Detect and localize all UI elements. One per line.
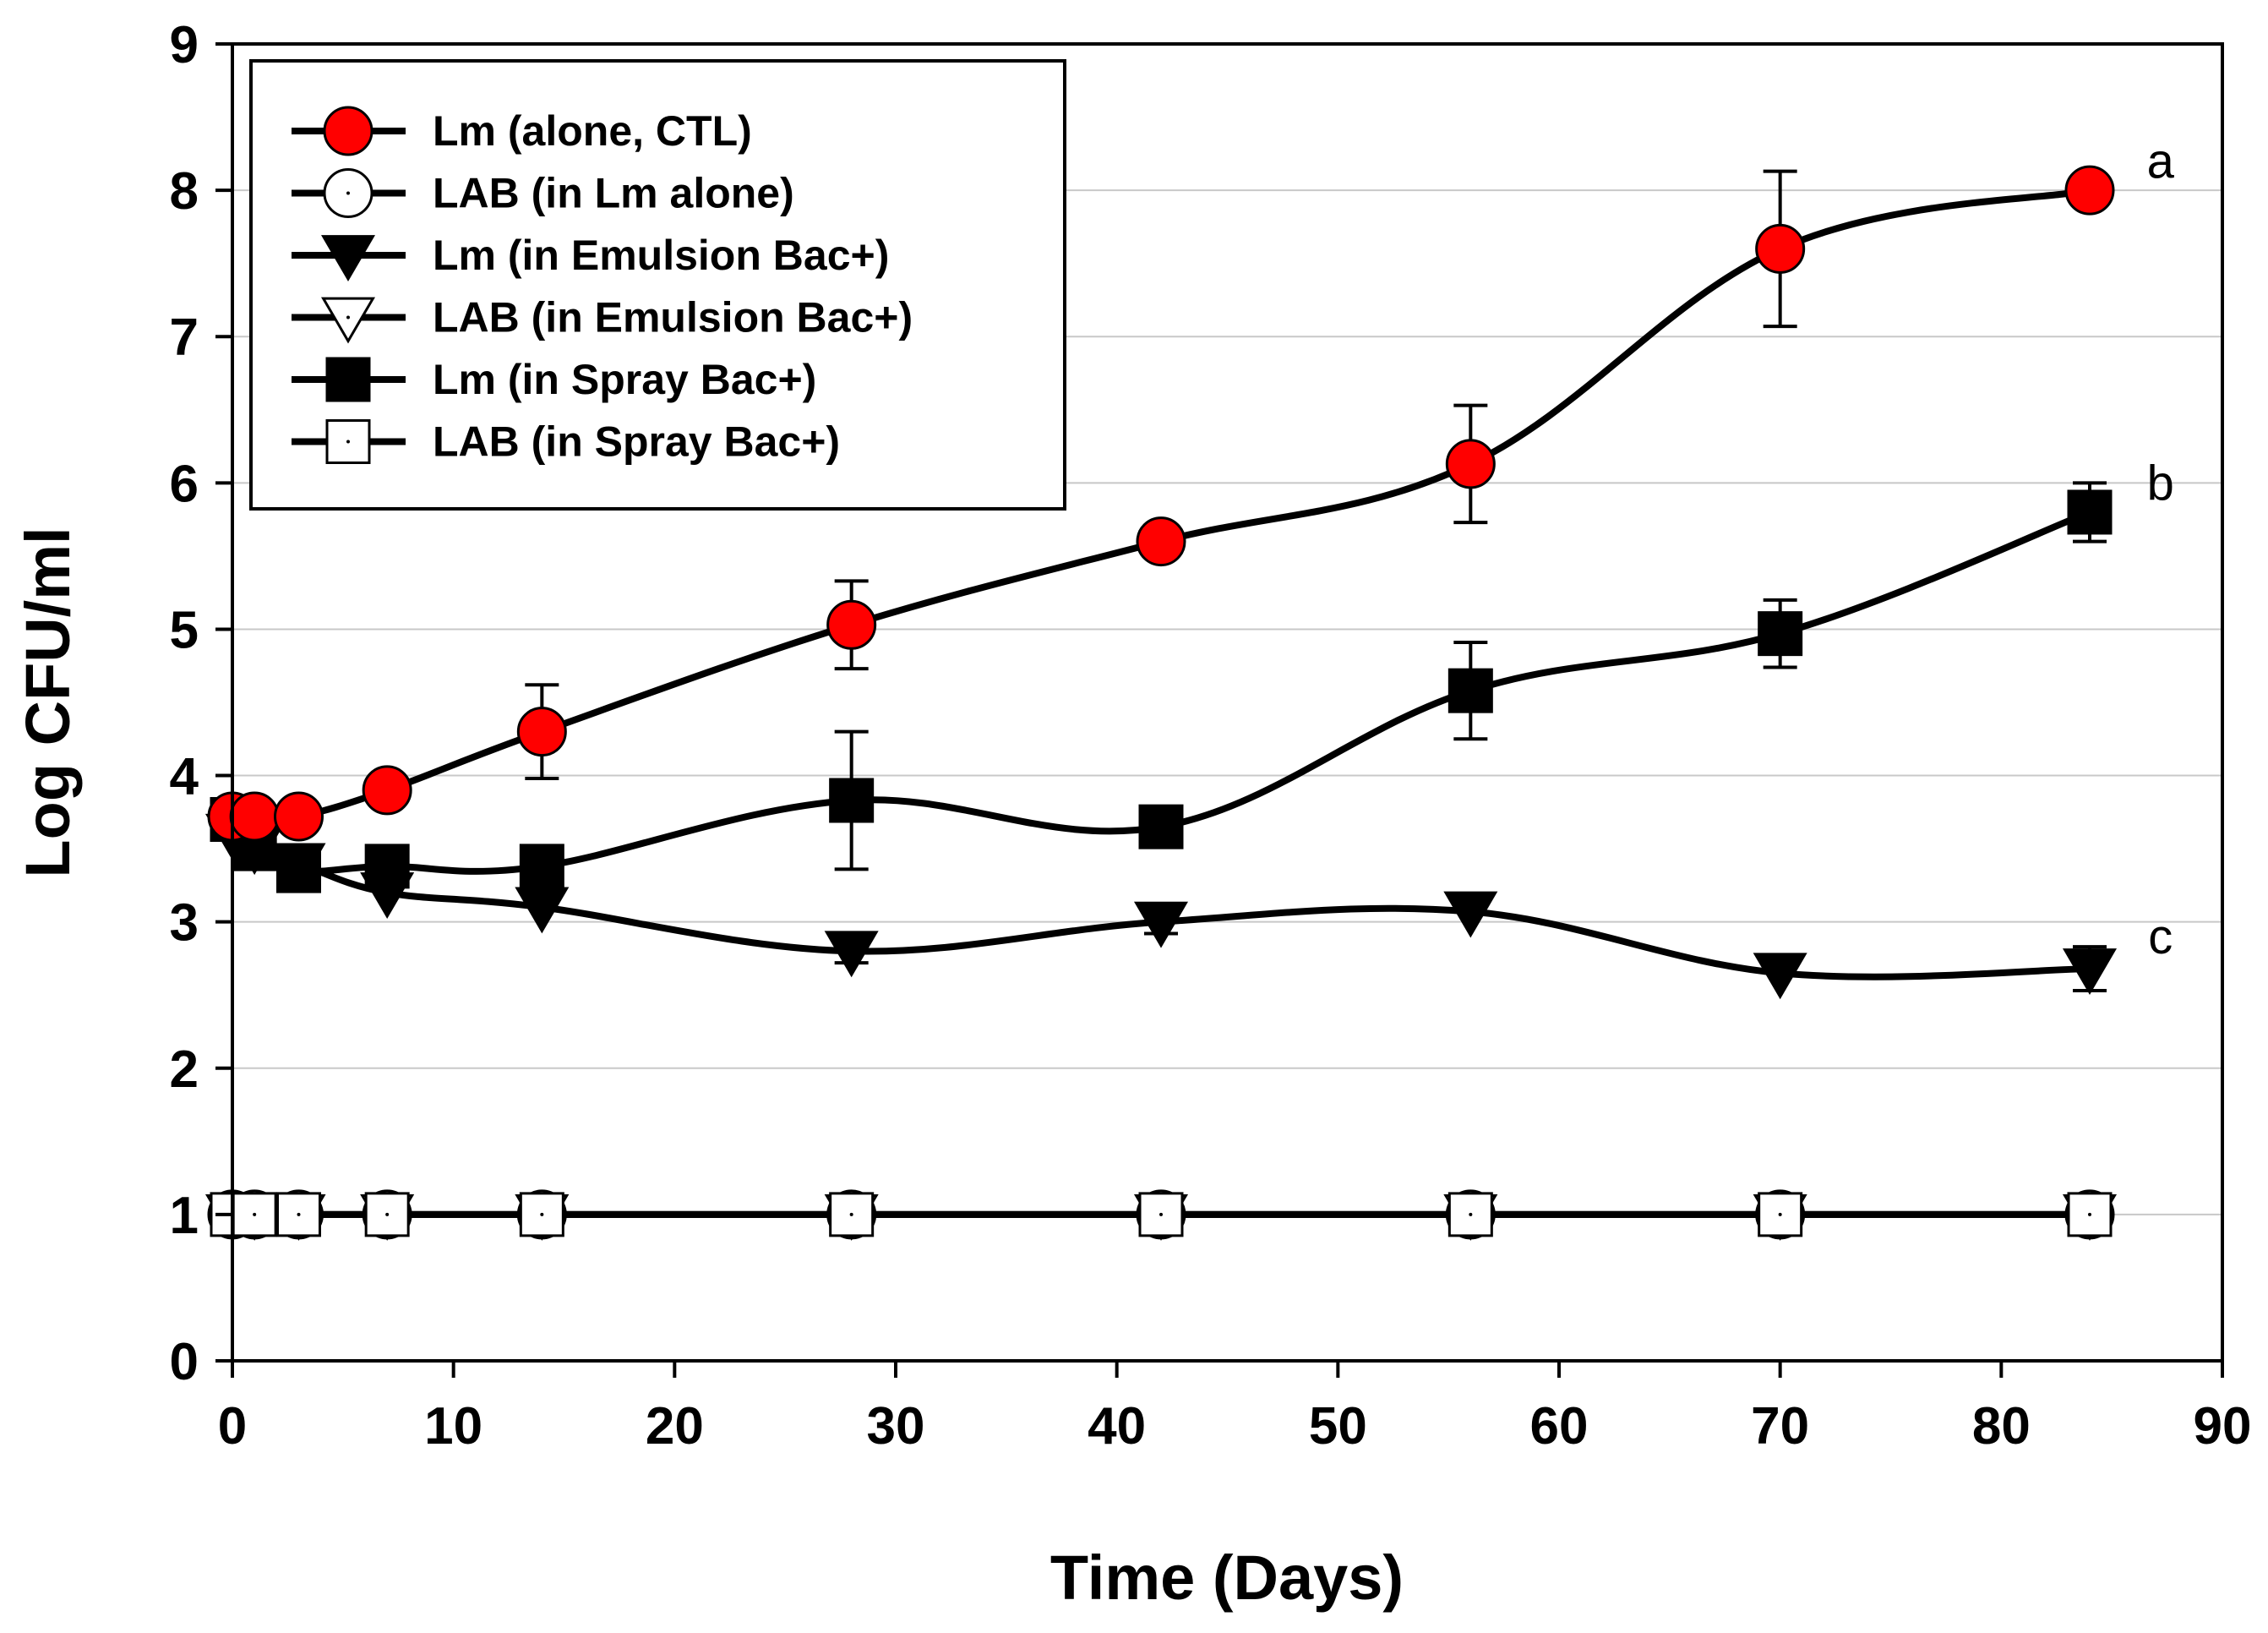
y-tick-label: 5 bbox=[170, 601, 199, 659]
data-point bbox=[516, 707, 567, 757]
data-point bbox=[364, 844, 410, 889]
series-5 bbox=[210, 1192, 2113, 1237]
data-point bbox=[2067, 489, 2113, 535]
data-point bbox=[2064, 165, 2115, 216]
legend-marker bbox=[320, 235, 376, 281]
x-tick-label: 50 bbox=[1309, 1397, 1367, 1456]
data-point bbox=[1443, 891, 1498, 938]
legend-item: Lm (alone, CTL) bbox=[292, 106, 752, 156]
marker-center-dot bbox=[1469, 1212, 1473, 1216]
marker-center-dot bbox=[540, 1212, 544, 1216]
data-point bbox=[362, 765, 412, 816]
data-point bbox=[1445, 439, 1496, 489]
legend-item: LAB (in Spray Bac+) bbox=[292, 418, 840, 466]
data-point bbox=[824, 931, 879, 978]
legend-label: LAB (in Emulsion Bac+) bbox=[433, 294, 913, 341]
legend-marker bbox=[325, 357, 371, 402]
x-axis-title: Time (Days) bbox=[1050, 1543, 1404, 1613]
plot-area-frame bbox=[231, 42, 2224, 1363]
legend-item: LAB (in Emulsion Bac+) bbox=[292, 294, 913, 344]
marker-center-dot bbox=[1778, 1212, 1782, 1216]
data-point bbox=[1758, 611, 1803, 657]
data-point bbox=[276, 848, 321, 893]
y-tick-label: 6 bbox=[170, 455, 199, 513]
data-point bbox=[826, 599, 877, 650]
data-point bbox=[829, 1192, 875, 1237]
series-line bbox=[229, 509, 2091, 876]
data-point bbox=[1133, 901, 1189, 948]
x-tick-label: 10 bbox=[424, 1397, 482, 1456]
axes: 0 10 20 30 40 50 60 70 80 90 0 1 2 3 4 5 6 7 8 9 bbox=[170, 16, 2252, 1456]
legend-item: Lm (in Spray Bac+) bbox=[292, 356, 816, 403]
significance-letter: b bbox=[2147, 456, 2174, 511]
series-line bbox=[230, 831, 2091, 980]
legend-marker bbox=[323, 106, 373, 156]
data-point bbox=[1755, 223, 1806, 274]
data-point bbox=[1447, 668, 1493, 713]
marker-center-dot bbox=[346, 315, 350, 320]
y-axis-title: Log CFU/ml bbox=[13, 527, 83, 877]
data-point bbox=[2062, 948, 2118, 996]
data-point bbox=[1753, 953, 1807, 1000]
x-tick-label: 70 bbox=[1751, 1397, 1809, 1456]
marker-center-dot bbox=[253, 1212, 257, 1216]
y-tick-label: 2 bbox=[170, 1040, 199, 1099]
significance-letter: a bbox=[2147, 134, 2175, 188]
marker-center-dot bbox=[297, 1212, 301, 1216]
y-tick-label: 4 bbox=[170, 748, 199, 806]
series-0 bbox=[207, 165, 2115, 842]
y-tick-label: 1 bbox=[170, 1187, 199, 1245]
x-tick-label: 0 bbox=[218, 1397, 247, 1456]
data-point bbox=[274, 791, 324, 842]
data-point bbox=[1138, 804, 1184, 849]
legend-marker bbox=[320, 297, 376, 344]
x-tick-label: 60 bbox=[1530, 1397, 1589, 1456]
legend-label: LAB (in Spray Bac+) bbox=[433, 418, 840, 466]
legend-item: LAB (in Lm alone) bbox=[292, 168, 794, 218]
data-point bbox=[229, 791, 280, 842]
y-tick-label: 8 bbox=[170, 162, 199, 221]
significance-letters: a b c bbox=[2147, 134, 2175, 964]
data-point bbox=[1136, 516, 1186, 567]
y-tick-label: 0 bbox=[170, 1333, 199, 1391]
marker-center-dot bbox=[1159, 1212, 1163, 1216]
x-tick-label: 30 bbox=[867, 1397, 925, 1456]
legend-label: Lm (in Spray Bac+) bbox=[433, 356, 816, 403]
y-tick-label: 3 bbox=[170, 894, 199, 953]
legend-label: Lm (alone, CTL) bbox=[433, 107, 752, 155]
data-point bbox=[519, 844, 564, 889]
legend: Lm (alone, CTL) LAB (in Lm alone) Lm (in E… bbox=[249, 59, 1066, 511]
marker-center-dot bbox=[346, 440, 350, 444]
marker-center-dot bbox=[2088, 1212, 2091, 1216]
significance-letter: c bbox=[2148, 909, 2173, 964]
y-tick-label: 9 bbox=[170, 16, 199, 74]
y-tick-label: 7 bbox=[170, 309, 199, 367]
x-tick-label: 90 bbox=[2194, 1397, 2252, 1456]
marker-center-dot bbox=[346, 191, 350, 195]
legend-label: Lm (in Emulsion Bac+) bbox=[433, 232, 889, 279]
legend-item: Lm (in Emulsion Bac+) bbox=[292, 232, 889, 281]
legend-box bbox=[249, 59, 1066, 511]
marker-center-dot bbox=[385, 1212, 390, 1216]
legend-label: LAB (in Lm alone) bbox=[433, 170, 794, 217]
marker-center-dot bbox=[849, 1212, 853, 1216]
series-layer bbox=[204, 165, 2118, 1241]
x-tick-label: 40 bbox=[1088, 1397, 1146, 1456]
x-tick-label: 20 bbox=[646, 1397, 704, 1456]
x-tick-label: 80 bbox=[1972, 1397, 2031, 1456]
data-point bbox=[829, 778, 875, 823]
series-line bbox=[232, 187, 2091, 822]
